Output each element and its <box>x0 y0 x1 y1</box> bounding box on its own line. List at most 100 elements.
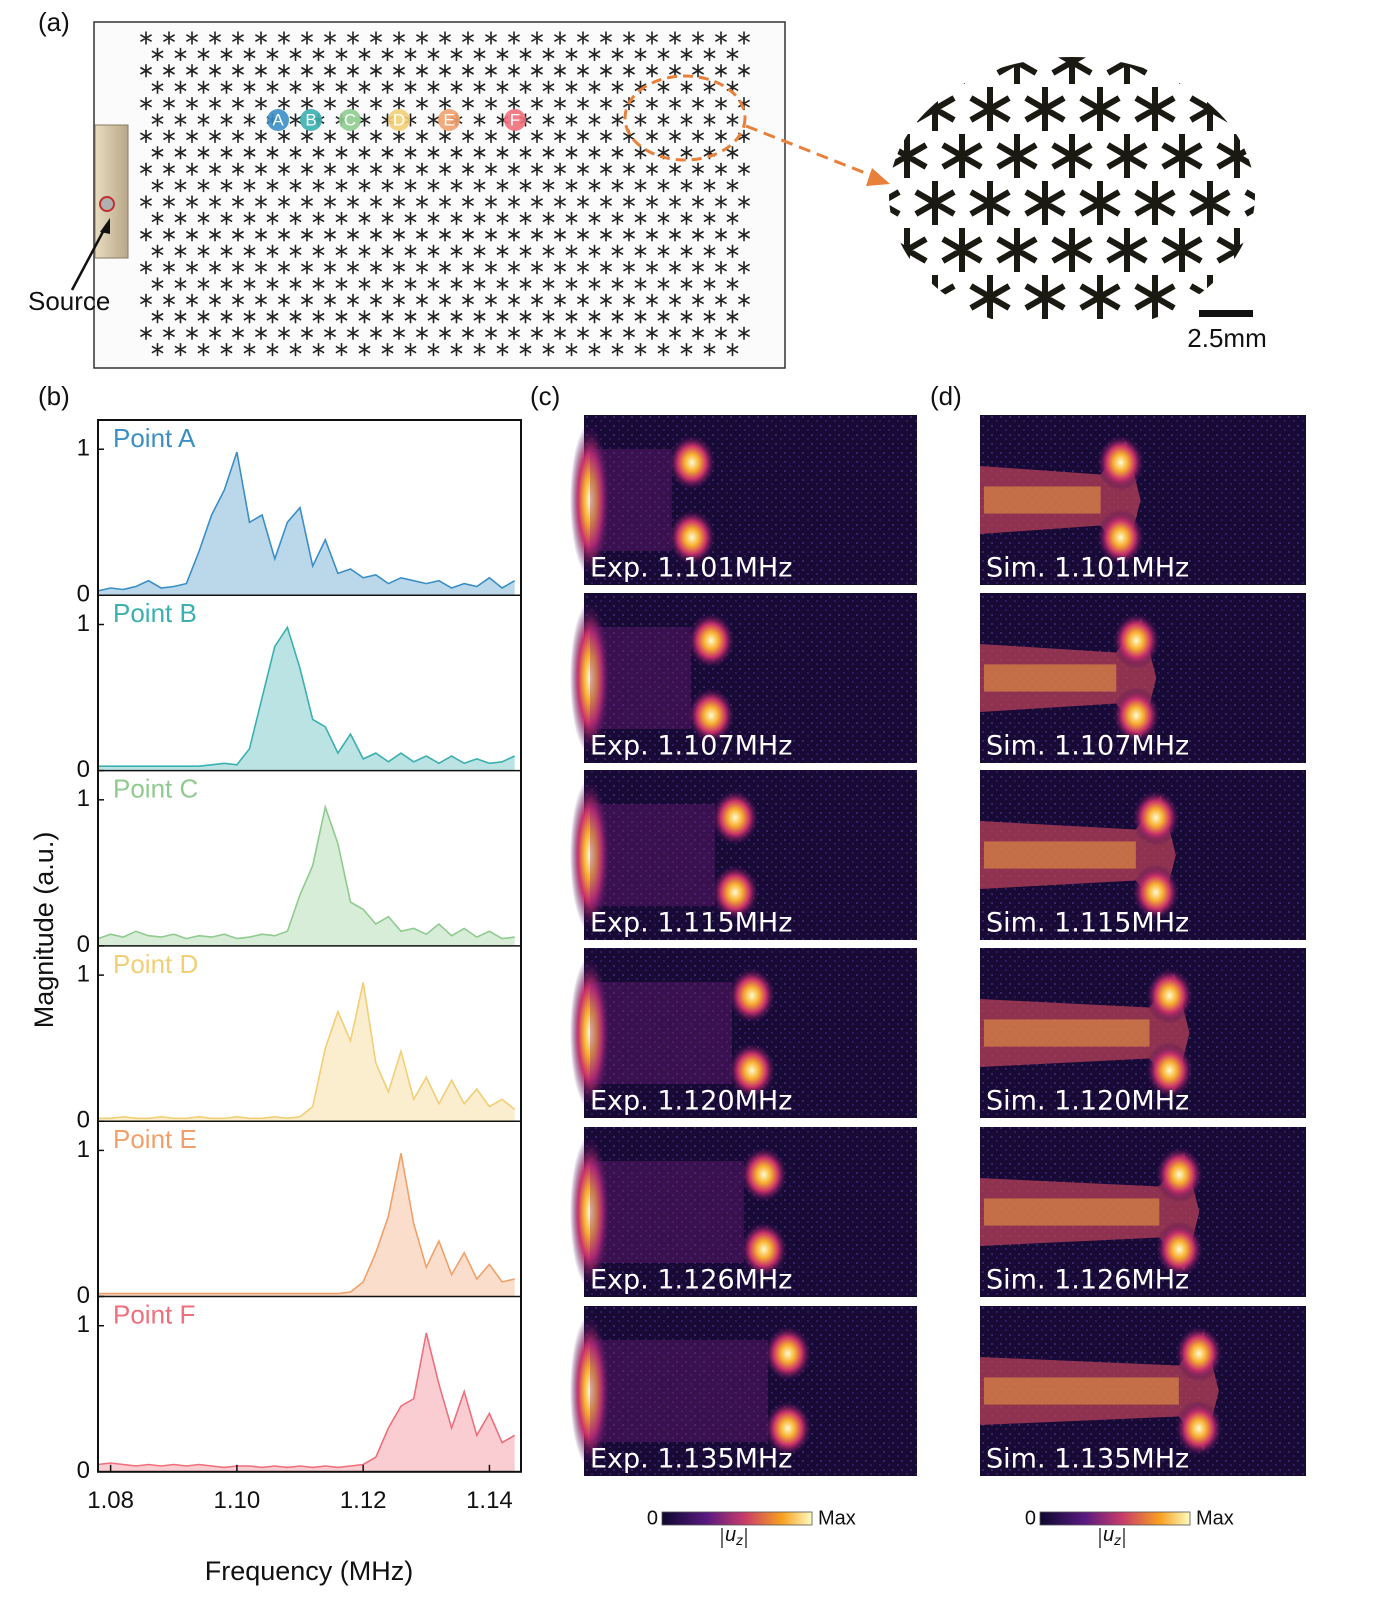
field-hotspot <box>1174 1325 1223 1382</box>
panel-label: (b) <box>38 381 70 411</box>
series-label: Point E <box>113 1124 197 1154</box>
zoom-region <box>623 74 747 162</box>
spectrum-area <box>98 982 515 1122</box>
field-edge <box>570 778 610 932</box>
point-marker <box>388 109 410 131</box>
colorbar-min: 0 <box>1025 1507 1036 1529</box>
point-marker-label: C <box>344 110 356 129</box>
field-hotspot <box>739 1146 788 1203</box>
field-hotspot <box>1145 1042 1194 1099</box>
x-tick-label: 1.10 <box>214 1487 261 1514</box>
colorbar-quantity: uz <box>1103 1524 1121 1547</box>
map-caption: Sim. 1.107MHz <box>986 731 1189 762</box>
spectrum-area <box>98 1333 515 1472</box>
field-hotspot <box>727 1042 776 1099</box>
field-core <box>984 1019 1150 1047</box>
y-tick-label: 0 <box>77 1107 90 1134</box>
source-arrowhead <box>100 218 110 234</box>
field-hotspot <box>763 1400 812 1457</box>
field-hotspot <box>727 967 776 1024</box>
series-label: Point A <box>113 423 196 453</box>
field-hotspot <box>1112 687 1161 744</box>
series-label: Point C <box>113 773 198 803</box>
lattice-stars <box>139 31 751 357</box>
spectrum-area <box>98 627 515 771</box>
colorbar <box>1039 1511 1191 1526</box>
x-axis-label: Frequency (MHz) <box>205 1556 414 1586</box>
quantity-symbol: u <box>1103 1524 1114 1546</box>
field-core <box>590 449 672 551</box>
series-label: Point B <box>113 598 197 628</box>
y-axis-label: Magnitude (a.u.) <box>29 832 59 1029</box>
colorbar-max: Max <box>818 1507 856 1529</box>
y-tick-label: 1 <box>77 1136 90 1163</box>
panel-label: (d) <box>930 381 962 411</box>
lattice <box>139 31 751 357</box>
y-tick-label: 0 <box>77 581 90 608</box>
field-texture <box>584 593 917 763</box>
source-label: Source <box>28 286 110 316</box>
colorbar-quantity: uz <box>725 1524 743 1547</box>
photo-frame <box>93 21 786 369</box>
field-hotspot <box>1174 1400 1223 1457</box>
field-texture <box>584 415 917 585</box>
field-hotspot <box>711 864 760 921</box>
field-core <box>590 627 692 729</box>
y-tick-label: 0 <box>77 1282 90 1309</box>
x-tick-label: 1.08 <box>87 1487 134 1514</box>
field-hotspot <box>1131 864 1180 921</box>
point-markers: A B C D E F <box>267 109 526 131</box>
quantity-subscript: z <box>1113 1532 1121 1548</box>
colorbar-min: 0 <box>647 1507 658 1529</box>
field-hotspot <box>1155 1221 1204 1278</box>
point-marker-label: E <box>443 110 454 129</box>
point-marker <box>300 109 322 131</box>
map-caption: Exp. 1.135MHz <box>590 1444 792 1475</box>
field-core <box>984 486 1101 514</box>
zoom-arrow <box>745 124 879 180</box>
field-hotspot <box>711 789 760 846</box>
map-caption: Sim. 1.135MHz <box>986 1444 1189 1475</box>
point-marker <box>504 109 526 131</box>
spectrum-line <box>98 1153 515 1295</box>
quantity-subscript: z <box>735 1532 743 1548</box>
panel-label: (a) <box>38 7 70 37</box>
field-core <box>590 982 732 1084</box>
scale-bar-label: 2.5mm <box>1187 323 1266 353</box>
spectrum-area <box>98 452 515 596</box>
map-caption: Sim. 1.101MHz <box>986 553 1189 584</box>
y-tick-label: 1 <box>77 610 90 637</box>
map-caption: Sim. 1.126MHz <box>986 1265 1189 1296</box>
quantity-symbol: u <box>725 1524 736 1546</box>
x-tick-label: 1.12 <box>340 1487 387 1514</box>
source-dot <box>99 196 115 212</box>
field-edge <box>570 423 610 577</box>
field-hotspot <box>1131 789 1180 846</box>
scale-bar <box>1199 310 1253 317</box>
series-label: Point F <box>113 1299 195 1329</box>
field-hotspot <box>687 687 736 744</box>
y-tick-label: 1 <box>77 435 90 462</box>
y-tick-label: 0 <box>77 756 90 783</box>
field-edge <box>570 1314 610 1468</box>
field-hotspot <box>667 434 716 491</box>
field-texture <box>584 1306 917 1476</box>
field-edge <box>570 956 610 1110</box>
plot-frame <box>97 419 522 1473</box>
colorbar-max: Max <box>1196 1507 1234 1529</box>
series-label: Point D <box>113 949 198 979</box>
field-edge <box>570 601 610 755</box>
y-tick-label: 0 <box>77 931 90 958</box>
field-hotspot <box>687 612 736 669</box>
spectrum-line <box>98 982 516 1120</box>
source-arrow <box>70 225 108 291</box>
colorbar <box>661 1511 813 1526</box>
field-hotspot <box>739 1221 788 1278</box>
field-hotspot <box>1096 434 1145 491</box>
x-tick-label: 1.14 <box>466 1487 513 1514</box>
point-marker-label: A <box>272 110 284 129</box>
field-hotspot <box>667 509 716 566</box>
y-tick-label: 1 <box>77 785 90 812</box>
spectrum-area <box>98 807 515 946</box>
